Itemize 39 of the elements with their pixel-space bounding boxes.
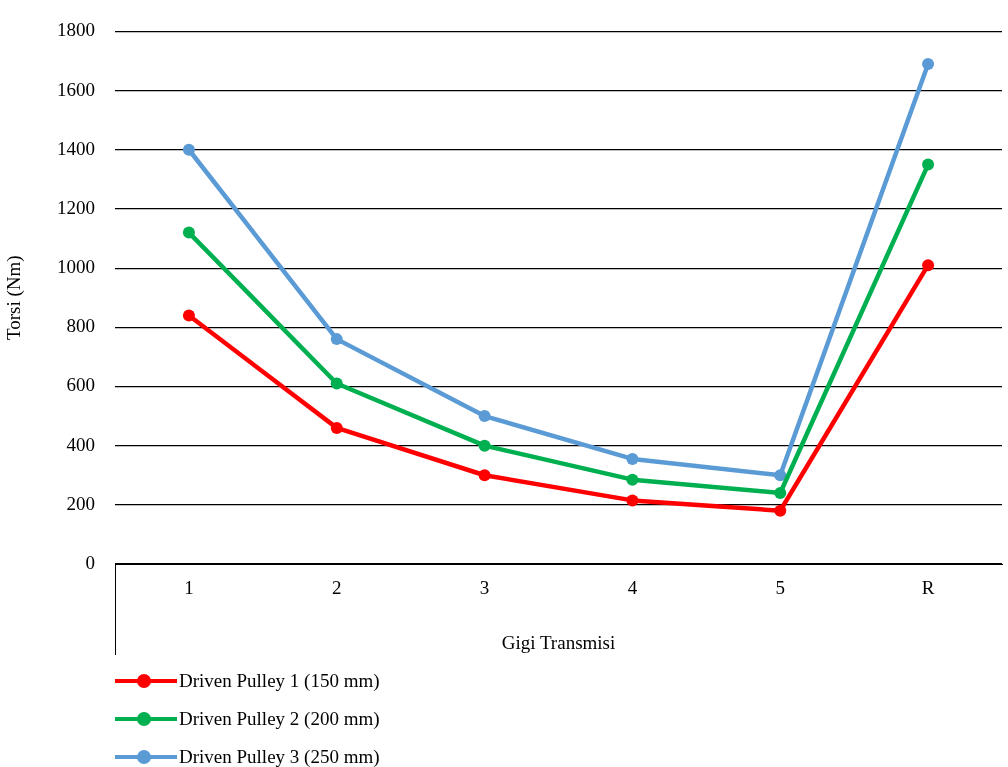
y-tick-label: 200 [66,492,95,514]
legend-label: Driven Pulley 3 (250 mm) [179,746,380,767]
y-tick-label: 1400 [57,137,95,159]
point [330,333,343,346]
point [922,57,935,70]
point [774,486,787,499]
point [478,439,491,452]
point [182,226,195,239]
point [182,143,195,156]
point [330,377,343,390]
x-tick-label: R [921,577,935,599]
y-tick-label: 600 [66,374,95,396]
point [922,259,935,272]
y-tick-label: 0 [85,551,95,573]
y-tick-label: 800 [66,315,95,337]
legend-label: Driven Pulley 2 (200 mm) [179,708,380,730]
point [774,469,787,482]
point [626,452,639,465]
point [626,494,639,507]
y-axis-title: Torsi (Nm) [3,255,26,341]
y-tick-label: 1000 [57,256,95,278]
x-axis-title: Gigi Transmisi [501,631,616,653]
x-tick-label: 4 [627,577,638,599]
point [478,469,491,482]
y-tick-label: 1800 [57,19,95,41]
point [330,421,343,434]
y-tick-label: 1200 [57,196,95,218]
y-tick-label: 1600 [57,78,95,100]
legend-label: Driven Pulley 1 (150 mm) [179,670,380,692]
point [626,473,639,486]
x-tick-label: 5 [775,577,785,599]
x-tick-label: 2 [332,577,342,599]
point [478,410,491,423]
point [182,309,195,322]
point [774,504,787,517]
x-tick-label: 3 [479,577,490,599]
y-tick-label: 400 [66,433,95,455]
x-tick-label: 1 [184,577,194,599]
point [922,158,935,171]
